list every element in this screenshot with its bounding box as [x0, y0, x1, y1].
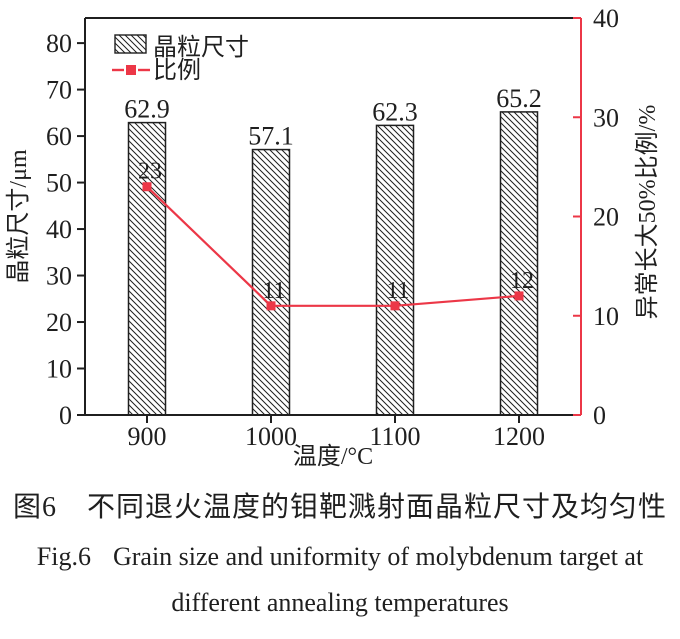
- caption-zh-title: 不同退火温度的钼靶溅射面晶粒尺寸及均匀性: [87, 492, 668, 523]
- left-tick-label-0: 0: [59, 401, 72, 430]
- ratio-marker-900: [142, 182, 152, 192]
- bar-value-label-1100: 62.3: [372, 97, 418, 126]
- bar-900: [127, 121, 167, 416]
- left-axis-title: 晶粒尺寸/μm: [5, 149, 32, 284]
- x-axis-title: 温度/°C: [293, 443, 373, 470]
- legend-line-marker: [126, 65, 136, 75]
- x-tick-label-1000: 1000: [245, 422, 297, 451]
- caption-line-zh: 图6 不同退火温度的钼靶溅射面晶粒尺寸及均匀性: [13, 490, 667, 526]
- bar-value-label-900: 62.9: [124, 95, 170, 124]
- ratio-line: [146, 185, 520, 307]
- left-tick-label-10: 10: [46, 355, 72, 384]
- left-tick-label-60: 60: [46, 122, 72, 151]
- bar-1200: [499, 111, 539, 416]
- left-tick-label-20: 20: [46, 308, 72, 337]
- caption-zh-figure-number: 图6: [12, 492, 57, 523]
- caption-en-title-part1: Grain size and uniformity of molybdenum …: [112, 542, 644, 571]
- chart-container: 62.9 57.1 62.3 65.2 0 10 20 30 40 50 60 70 80 0 10 20 30…: [5, 4, 661, 470]
- left-tick-label-30: 30: [46, 262, 72, 291]
- bar-1100: [375, 124, 415, 416]
- right-tick-label-20: 20: [593, 203, 619, 232]
- ratio-value-label-1000: 11: [262, 278, 285, 304]
- right-tick-label-10: 10: [593, 302, 619, 331]
- legend: [112, 34, 150, 75]
- ratio-marker-1100: [390, 301, 400, 311]
- x-tick-label-900: 900: [128, 422, 167, 451]
- x-tick-label-1200: 1200: [493, 422, 545, 451]
- x-tick-label-1100: 1100: [369, 422, 420, 451]
- figure-caption: 图6 不同退火温度的钼靶溅射面晶粒尺寸及均匀性 Fig.6 Grain size…: [0, 490, 680, 618]
- left-tick-label-50: 50: [46, 169, 72, 198]
- right-tick-label-0: 0: [593, 401, 606, 430]
- ratio-value-label-1200: 12: [510, 268, 534, 294]
- caption-line-en: Fig.6 Grain size and uniformity of molyb…: [37, 542, 643, 572]
- right-axis-title: 异常长大50%比例/%: [634, 105, 661, 320]
- caption-en-title-part2: different annealing temperatures: [171, 588, 509, 617]
- ratio-value-label-900: 23: [138, 159, 162, 185]
- grain-size-uniformity-chart: 62.9 57.1 62.3 65.2 0 10 20 30 40 50 60 70 80 0 10 20 30…: [5, 4, 661, 470]
- ratio-marker-1000: [266, 301, 276, 311]
- bar-value-label-1200: 65.2: [496, 84, 542, 113]
- legend-label-ratio: 比例: [153, 57, 201, 84]
- bar-value-label-1000: 57.1: [248, 122, 294, 151]
- bar-1000: [251, 148, 291, 416]
- caption-en-figure-number: Fig.6: [36, 542, 91, 571]
- ratio-value-label-1100: 11: [386, 278, 409, 304]
- legend-label-grain-size: 晶粒尺寸: [153, 34, 249, 61]
- left-tick-label-70: 70: [46, 76, 72, 105]
- right-tick-label-40: 40: [593, 4, 619, 33]
- ratio-marker-1200: [514, 291, 524, 301]
- right-tick-label-30: 30: [593, 103, 619, 132]
- left-tick-label-40: 40: [46, 215, 72, 244]
- caption-line-en-2: different annealing temperatures: [171, 588, 508, 618]
- left-tick-label-80: 80: [46, 29, 72, 58]
- legend-bar-swatch: [114, 34, 147, 54]
